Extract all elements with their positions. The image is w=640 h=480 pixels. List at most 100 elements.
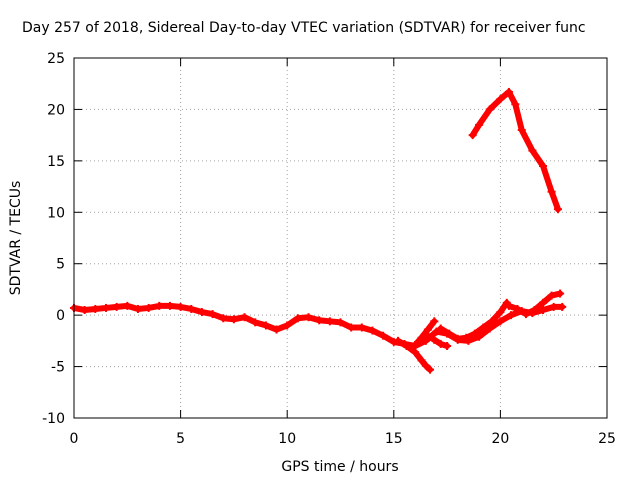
- data-point: [421, 361, 430, 370]
- data-point: [91, 304, 100, 313]
- data-point: [394, 336, 403, 345]
- y-tick-label: 5: [56, 257, 65, 273]
- data-point: [187, 304, 196, 313]
- data-point: [411, 340, 420, 349]
- data-point: [496, 95, 505, 104]
- data-point: [496, 308, 505, 317]
- data-point: [462, 333, 471, 342]
- data-point: [368, 326, 377, 335]
- data-point: [513, 304, 522, 313]
- data-point: [432, 327, 441, 336]
- x-axis-label: GPS time / hours: [281, 459, 398, 475]
- series-line-upper-branch: [469, 88, 561, 213]
- data-point: [475, 120, 484, 129]
- data-point: [336, 318, 345, 327]
- data-point: [553, 205, 562, 214]
- data-point: [123, 301, 132, 310]
- data-point: [430, 317, 439, 326]
- data-point: [357, 323, 366, 332]
- data-point: [283, 321, 292, 330]
- data-point: [421, 336, 430, 345]
- data-point: [430, 335, 439, 344]
- data-point: [417, 356, 426, 365]
- data-point: [155, 301, 164, 310]
- data-point: [304, 313, 313, 322]
- data-point: [436, 339, 445, 348]
- data-point: [379, 331, 388, 340]
- data-point: [426, 365, 435, 374]
- y-tick-label: 15: [47, 154, 65, 170]
- data-point: [293, 314, 302, 323]
- x-tick-label: 25: [598, 431, 616, 447]
- data-point: [176, 302, 185, 311]
- data-point: [445, 329, 454, 338]
- data-point: [112, 302, 121, 311]
- y-tick-label: 10: [47, 205, 65, 221]
- y-axis-label: SDTVAR / TECUs: [8, 181, 24, 296]
- x-tick-label: 20: [491, 431, 509, 447]
- data-point: [411, 348, 420, 357]
- data-point: [240, 313, 249, 322]
- data-point: [133, 304, 142, 313]
- data-point: [507, 311, 516, 320]
- data-point: [208, 310, 217, 319]
- data-point: [528, 146, 537, 155]
- data-point: [251, 318, 260, 327]
- data-point: [470, 329, 479, 338]
- series-line-steep-up-branch: [412, 318, 438, 348]
- y-tick-label: 25: [47, 51, 65, 67]
- x-tick-label: 0: [70, 431, 79, 447]
- data-point: [423, 331, 432, 340]
- data-point: [219, 314, 228, 323]
- data-point: [272, 325, 281, 334]
- data-point: [547, 291, 556, 300]
- data-point: [325, 317, 334, 326]
- data-point: [347, 323, 356, 332]
- data-point: [504, 87, 513, 96]
- data-point: [80, 306, 89, 314]
- data-point: [468, 131, 477, 140]
- data-point: [443, 342, 452, 350]
- data-point: [197, 308, 206, 317]
- data-point: [549, 302, 558, 311]
- data-point: [547, 187, 556, 196]
- data-point: [479, 323, 488, 332]
- y-tick-label: -10: [42, 411, 65, 427]
- data-point: [511, 100, 520, 109]
- data-point: [539, 162, 548, 170]
- data-point: [453, 334, 462, 343]
- data-point: [315, 316, 324, 325]
- plot-frame: [73, 57, 608, 419]
- data-point: [402, 342, 411, 350]
- data-series: [70, 87, 567, 374]
- axis-ticks: -10 -5 0 5 10 15 20 25 0 5 10 15 20 25: [42, 51, 616, 447]
- data-point: [436, 324, 445, 333]
- grid-lines: [74, 58, 607, 418]
- chart-title: Day 257 of 2018, Sidereal Day-to-day VTE…: [22, 20, 586, 36]
- x-tick-label: 15: [385, 431, 403, 447]
- data-point: [261, 321, 270, 330]
- data-point: [517, 126, 526, 134]
- data-point: [521, 310, 530, 319]
- data-point: [144, 303, 153, 312]
- data-point: [539, 298, 548, 307]
- data-point: [539, 306, 548, 314]
- y-tick-label: -5: [51, 360, 65, 376]
- y-tick-label: 20: [47, 102, 65, 118]
- data-point: [487, 317, 496, 326]
- data-point: [558, 302, 567, 311]
- data-point: [165, 301, 174, 310]
- data-point: [530, 306, 539, 314]
- data-point: [556, 289, 565, 298]
- data-point: [485, 105, 494, 114]
- data-point: [417, 333, 426, 342]
- data-point: [101, 303, 110, 312]
- series-line-cross-branch: [424, 332, 451, 349]
- x-tick-label: 10: [278, 431, 296, 447]
- data-point: [229, 315, 238, 324]
- y-tick-label: 0: [56, 308, 65, 324]
- data-point: [496, 317, 505, 326]
- data-point: [504, 301, 513, 310]
- x-tick-label: 5: [176, 431, 185, 447]
